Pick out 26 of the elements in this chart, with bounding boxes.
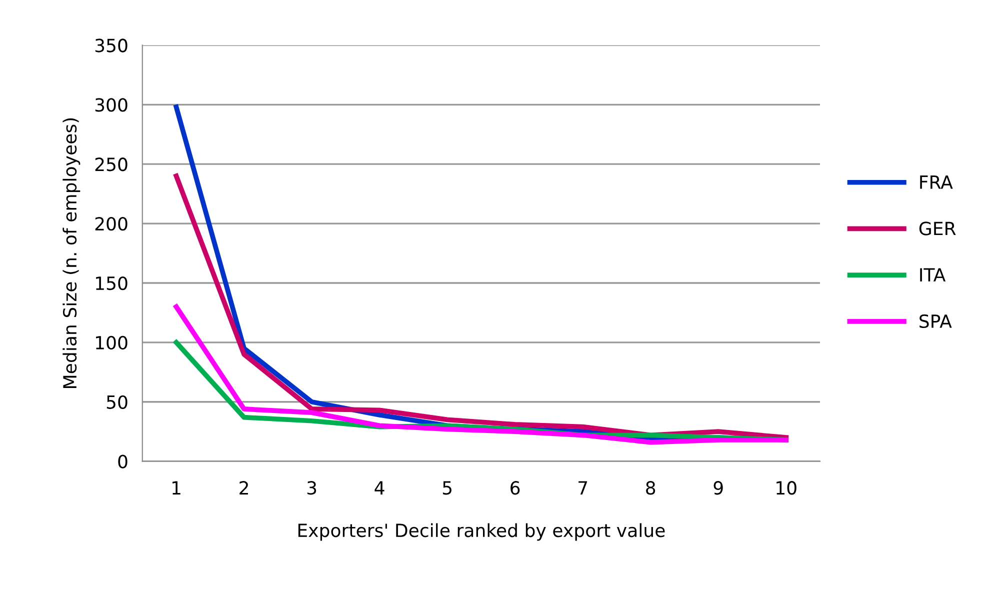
x-axis-title: Exporters' Decile ranked by export value — [298, 523, 665, 541]
x-tick-label: 1 — [172, 481, 180, 494]
line-series — [174, 304, 789, 445]
x-tick-label: 5 — [442, 481, 452, 495]
x-tick-label: 6 — [510, 481, 520, 495]
x-tick-label: 9 — [714, 481, 723, 495]
y-tick-label: 100 — [96, 336, 128, 350]
y-tick-label: 150 — [96, 276, 128, 290]
x-tick-label: 2 — [240, 481, 248, 494]
y-tick-label: 50 — [106, 395, 128, 409]
x-tick-label: 8 — [646, 481, 656, 495]
y-tick-label: 0 — [118, 454, 128, 468]
y-tick-label: 200 — [95, 217, 128, 231]
legend-label: GER — [919, 222, 956, 236]
legend-label: SPA — [920, 314, 952, 328]
x-tick-label: 10 — [776, 481, 796, 495]
y-tick-label: 300 — [95, 98, 128, 112]
y-tick-label: 250 — [95, 158, 128, 172]
x-tick-label: 3 — [307, 481, 316, 495]
x-tick-label: 7 — [578, 481, 588, 494]
x-tick-label: 4 — [374, 481, 384, 494]
legend-label: ITA — [920, 268, 946, 282]
y-tick-label: 350 — [95, 38, 128, 52]
line-series — [174, 174, 789, 440]
legend-label: FRA — [920, 176, 953, 189]
y-axis-title: Median Size (n. of employees) — [62, 118, 80, 388]
